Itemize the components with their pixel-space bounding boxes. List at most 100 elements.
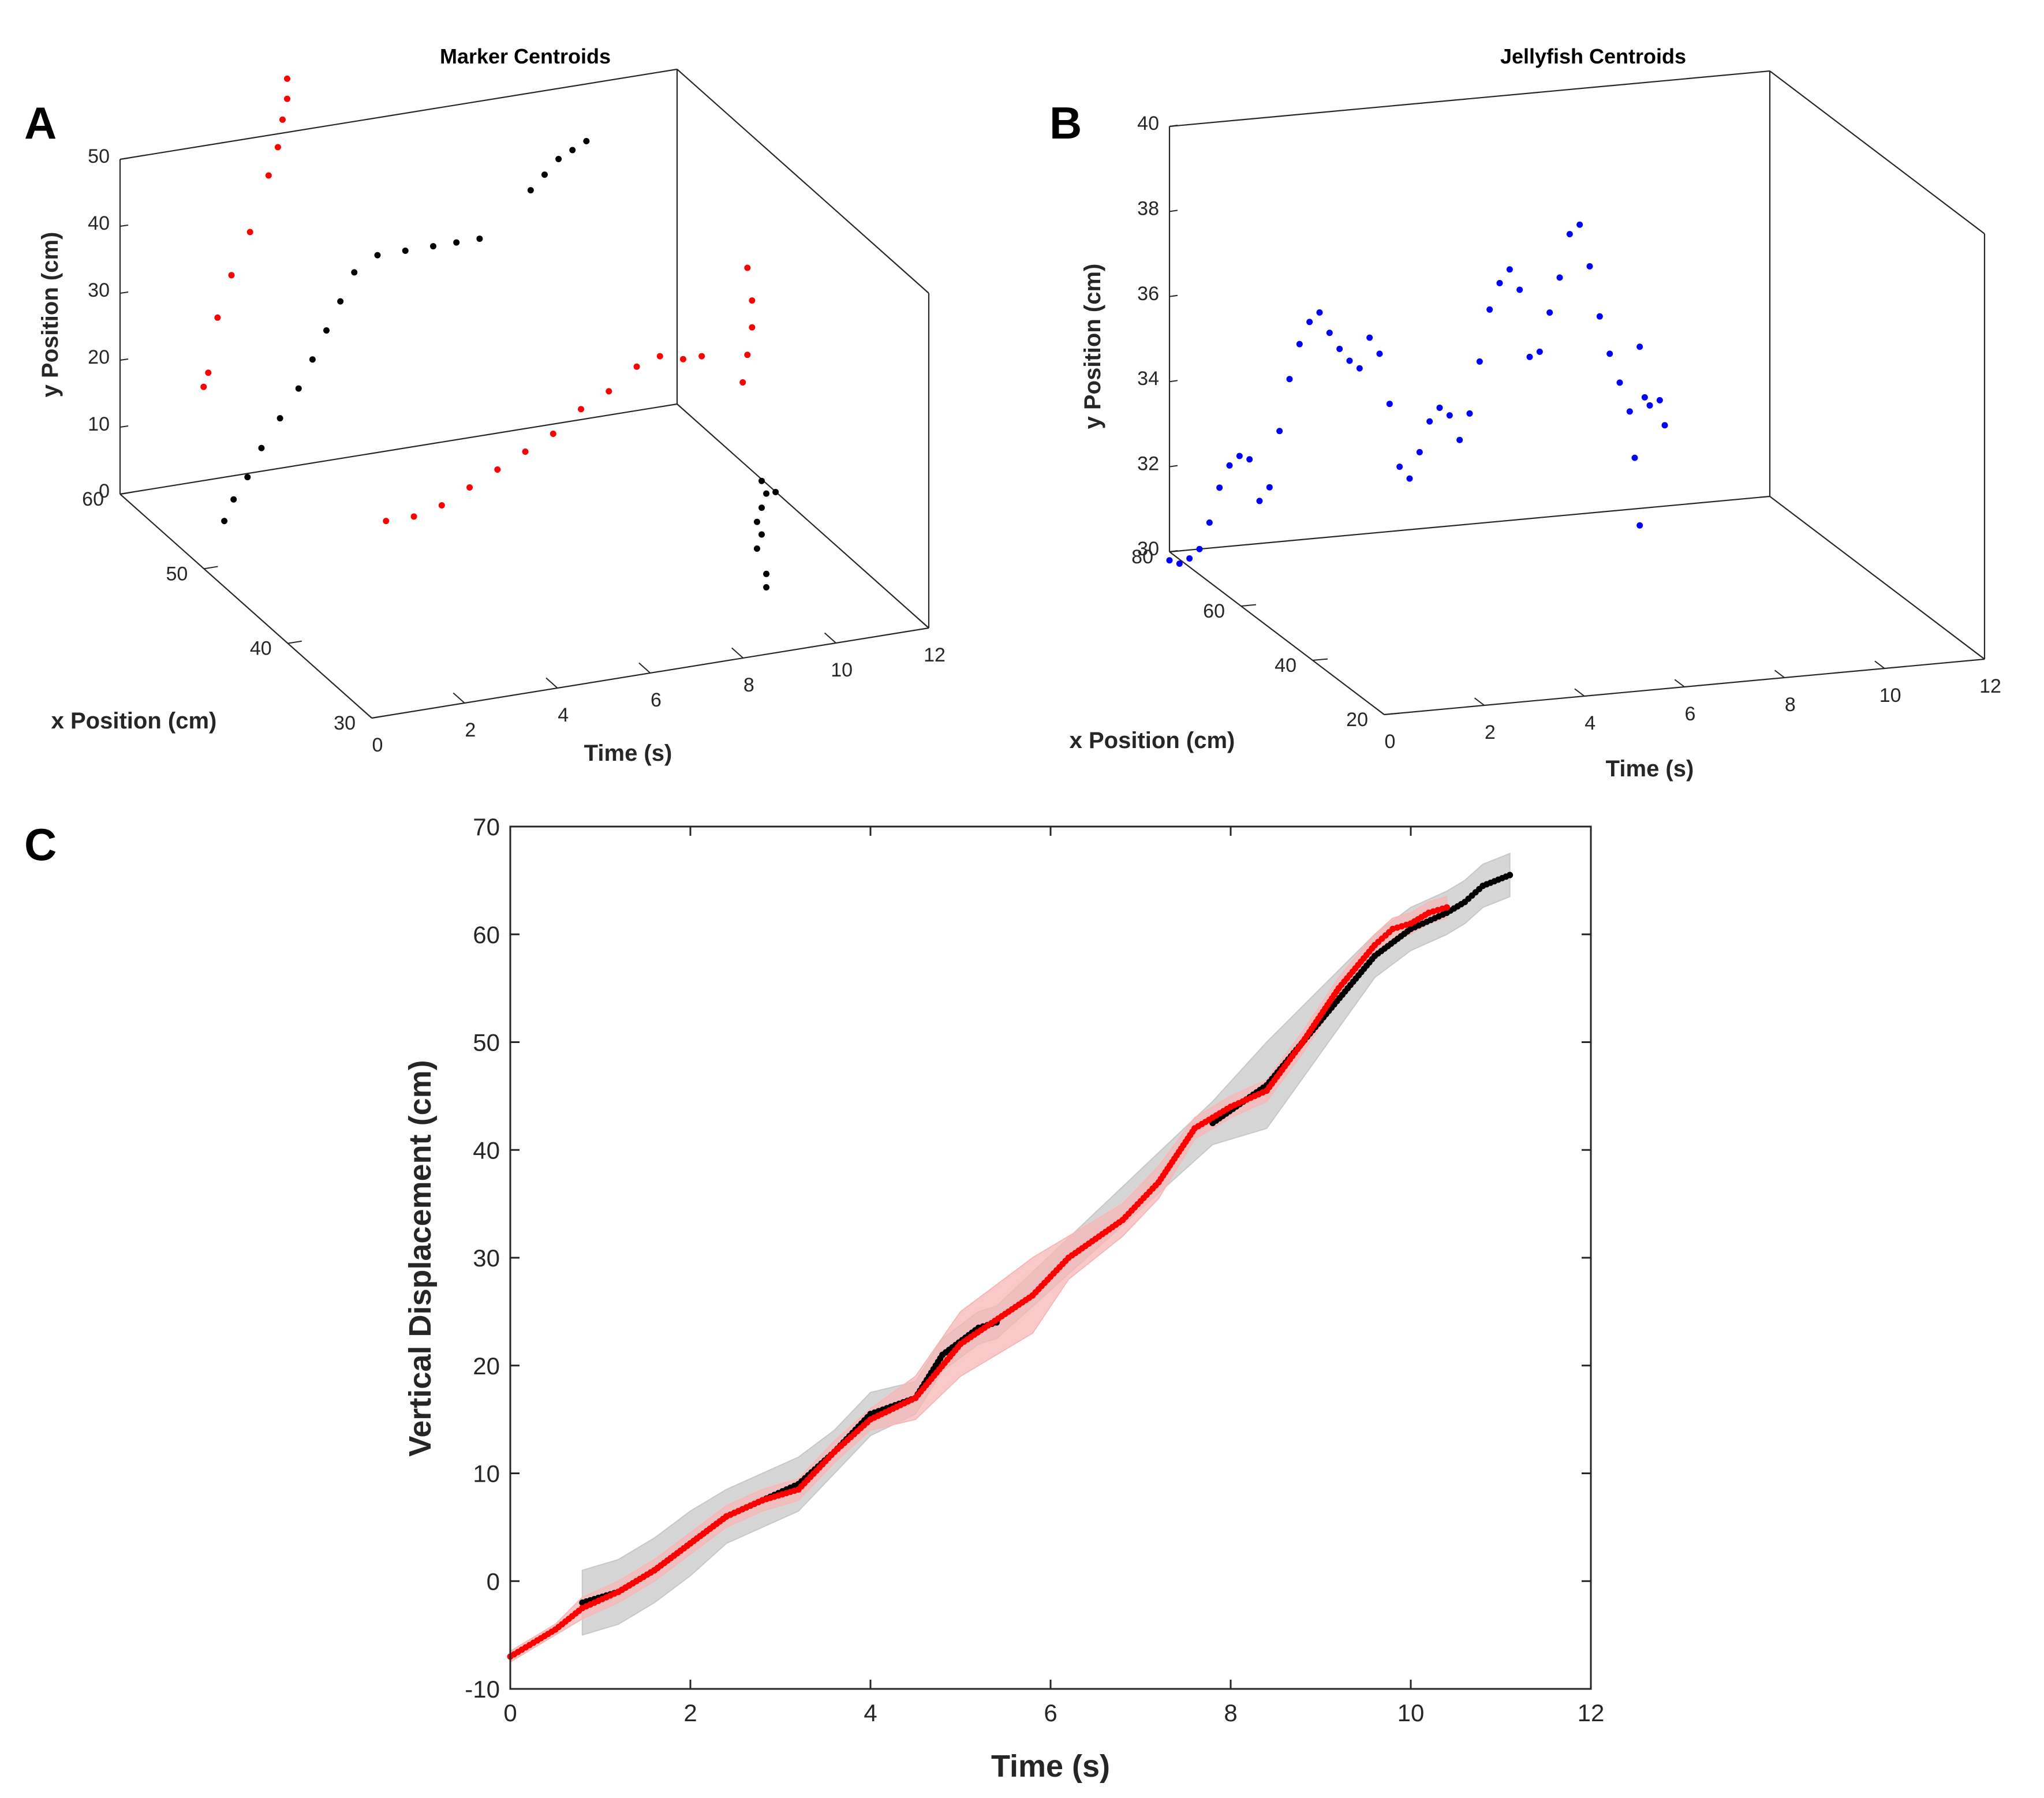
panel-a-data-point [284,75,290,82]
panel-a-x-tick [204,566,218,570]
panel-b-data-point [1446,412,1453,419]
panel-b-x-tick-label: 80 [1131,546,1153,568]
panel-b-points [1166,221,1668,567]
panel-a-time-tick [731,647,743,659]
panel-b-data-point [1166,557,1173,564]
panel-a-data-point [476,236,483,242]
panel-b-data-point [1636,343,1643,350]
panel-a-time-tick-label: 0 [372,734,383,756]
panel-b-data-point [1356,365,1363,372]
panel-b-data-point [1626,408,1633,415]
panel-a-ylabel: x Position (cm) [51,708,217,734]
panel-a-data-point [200,383,207,390]
panel-b-box-edge [1169,70,1770,128]
panel-a-data-point [569,147,576,154]
panel-b-x-tick [1240,604,1257,607]
panel-b-data-point [1236,453,1243,459]
panel-b-time-tick [1874,660,1885,669]
panel-a-time-tick [453,692,465,704]
panel-a-z-tick-label: 40 [88,212,110,234]
panel-a-data-point [583,137,590,144]
panel-b-data-point [1226,462,1233,469]
panel-b-z-tick [1169,210,1178,212]
panel-a-time-tick [824,632,836,644]
panel-b-data-point [1586,263,1593,270]
panel-b-data-point [1576,221,1583,228]
panel-a-z-tick [119,158,129,160]
panel-a-data-point [555,155,562,162]
panel-b-data-point [1206,519,1213,526]
panel-a-z-tick-label: 10 [88,413,110,435]
panel-b-z-tick-label: 40 [1137,113,1159,134]
panel-a-data-point [265,172,272,179]
panel-b-data-point [1296,341,1303,347]
panel-a-x-tick-label: 40 [250,638,272,660]
panel-a-data-point [279,116,286,123]
panel-a-zlabel: y Position (cm) [38,232,63,398]
panel-b-data-point [1486,306,1493,313]
panel-a-data-point [351,269,358,276]
panel-a-z-tick [119,291,129,294]
panel-b-data-point [1546,309,1553,316]
panel-a-x-tick-label: 50 [166,563,188,585]
panel-a-box-edge [677,69,929,294]
panel-b-time-tick-label: 8 [1785,694,1796,716]
panel-a-data-point [763,490,770,497]
panel-a-data-point [402,247,409,254]
panel-c-y-tick-label: 50 [473,1029,500,1056]
panel-c-data-point [1443,904,1450,911]
panel-a-time-tick-label: 6 [651,689,662,711]
panel-c-xlabel: Time (s) [991,1749,1110,1784]
panel-b-time-tick [1474,697,1485,706]
panel-b-data-point [1596,313,1603,320]
panel-b-data-point [1216,484,1223,491]
panel-a-data-point [258,444,265,451]
panel-c-y-tick-label: 60 [473,921,500,948]
panel-a-data-point [284,95,290,102]
panel-a-data-point [698,353,705,360]
panel-b-data-point [1466,410,1473,417]
panel-b-time-tick-label: 10 [1879,685,1901,707]
panel-a-data-point [205,369,212,376]
panel-a-data-point [656,353,663,360]
panel-b-data-point [1646,402,1653,409]
panel-b-data-point [1556,274,1563,281]
panel-a-z-tick [119,492,129,495]
panel-a-data-point [494,466,501,473]
panel-a-time-tick-label: 2 [465,719,476,741]
panel-a-data-point [309,356,316,363]
panel-b-box-edge [1769,496,1985,660]
panel-a-data-point [276,415,283,422]
panel-c-x-tick-label: 0 [503,1699,517,1726]
panel-b-data-point [1316,309,1323,316]
panel-b-data-point [1456,436,1463,443]
panel-a-data-point [744,352,751,358]
panel-a-data-point [453,239,460,246]
panel-b-z-tick [1169,125,1178,127]
panel-a-data-point [214,314,221,321]
panel-letter-c: C [24,819,57,870]
panel-a-data-point [230,496,237,503]
panel-b-data-point [1336,346,1343,353]
panel-a-title: Marker Centroids [440,44,611,68]
panel-c-x-tick-label: 10 [1397,1699,1425,1726]
panel-b-z-tick-label: 32 [1137,453,1159,475]
panel-b-time-tick-label: 0 [1385,731,1396,753]
panel-b-data-point [1276,428,1283,435]
panel-a-time-tick-label: 4 [558,704,569,726]
panel-b-data-point [1266,484,1273,491]
panel-b-z-tick-label: 38 [1137,197,1159,219]
panel-b-data-point [1656,397,1663,403]
panel-b-box [1168,70,1986,716]
panel-b-data-point [1616,379,1623,386]
panel-b-zlabel: y Position (cm) [1080,264,1105,429]
panel-b-data-point [1536,348,1543,355]
panel-b-box-edge [1169,551,1385,715]
panel-b-data-point [1506,266,1513,273]
panel-b-data-point [1256,498,1263,504]
panel-b-box-edge [1169,495,1770,553]
